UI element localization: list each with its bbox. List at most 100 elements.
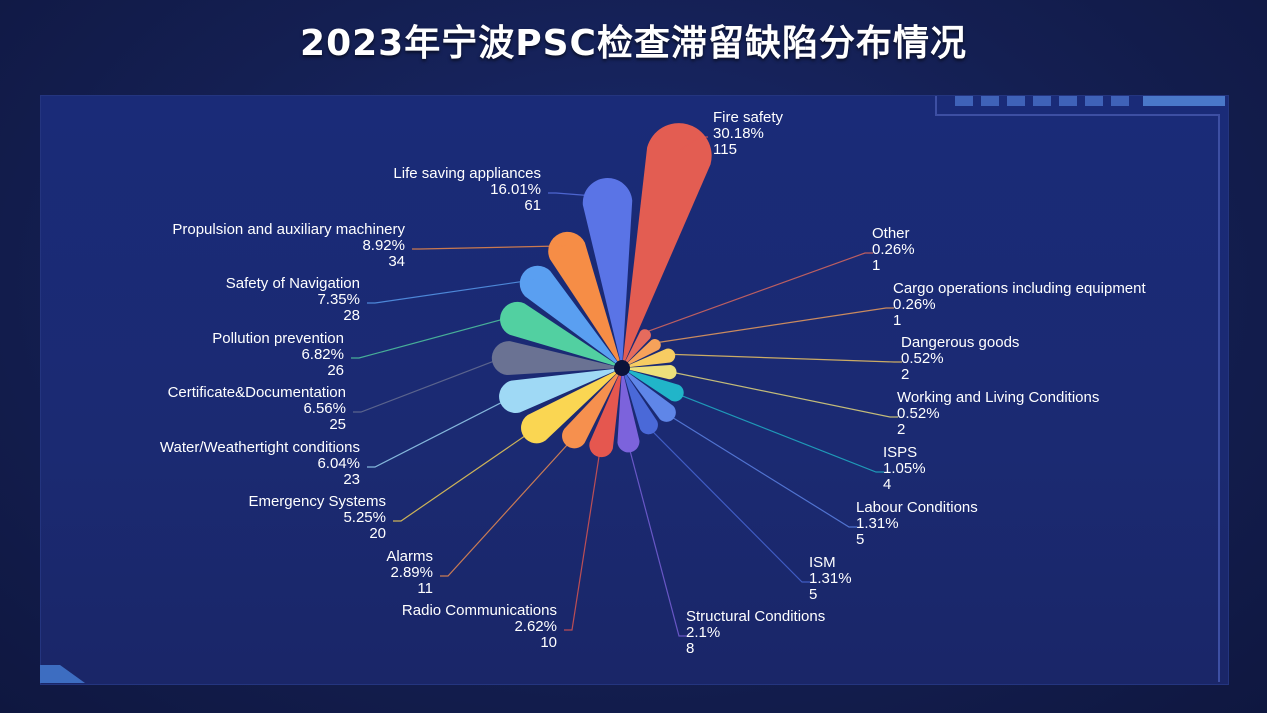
petal-cargo-operations-including-equipment[interactable] <box>622 339 661 368</box>
frame-decor <box>40 96 1225 683</box>
leader-line-alarms <box>440 439 573 577</box>
petal-water-weathertight-conditions[interactable] <box>499 368 622 414</box>
label-name: Labour Conditions <box>856 499 978 516</box>
label-value: 8 <box>686 640 694 657</box>
label-value: 28 <box>343 307 360 324</box>
label-percent: 1.31% <box>809 570 852 587</box>
label-ism: ISM 1.31% 5 <box>809 554 852 603</box>
label-safety-of-navigation: Safety of Navigation 7.35% 28 <box>226 275 360 324</box>
label-alarms: Alarms 2.89% 11 <box>386 548 433 597</box>
label-fire-safety: Fire safety 30.18% 115 <box>713 109 784 158</box>
leader-line-propulsion-and-auxiliary-machinery <box>412 245 566 250</box>
leader-line-pollution-prevention <box>351 316 513 359</box>
leader-line-ism <box>650 428 810 583</box>
label-value: 34 <box>388 253 405 270</box>
petal-certificate-documentation[interactable] <box>491 341 622 376</box>
label-percent: 6.82% <box>301 346 344 363</box>
petal-life-saving-appliances[interactable] <box>582 178 633 368</box>
label-name: Structural Conditions <box>686 608 825 625</box>
leader-line-safety-of-navigation <box>367 279 534 304</box>
petal-labour-conditions[interactable] <box>622 368 676 422</box>
label-labour-conditions: Labour Conditions 1.31% 5 <box>856 499 978 548</box>
petal-fire-safety[interactable] <box>622 123 712 368</box>
label-value: 10 <box>540 634 557 651</box>
label-name: Radio Communications <box>402 602 557 619</box>
petal-structural-conditions[interactable] <box>617 368 640 453</box>
petal-alarms[interactable] <box>562 368 622 449</box>
leader-line-dangerous-goods <box>672 353 902 363</box>
label-name: Pollution prevention <box>212 330 344 347</box>
label-value: 11 <box>417 580 433 597</box>
label-name: Certificate&Documentation <box>168 384 346 401</box>
label-percent: 16.01% <box>490 181 541 198</box>
label-value: 5 <box>856 531 864 548</box>
label-water-weathertight-conditions: Water/Weathertight conditions 6.04% 23 <box>160 439 360 488</box>
label-emergency-systems: Emergency Systems 5.25% 20 <box>248 493 386 542</box>
label-value: 115 <box>713 141 737 158</box>
label-propulsion-and-auxiliary-machinery: Propulsion and auxiliary machinery 8.92% 3… <box>172 221 405 270</box>
label-percent: 0.52% <box>897 405 940 422</box>
label-percent: 0.26% <box>893 296 936 313</box>
label-name: ISPS <box>883 444 917 461</box>
petal-ism[interactable] <box>622 368 658 435</box>
petal-emergency-systems[interactable] <box>521 368 622 444</box>
label-percent: 30.18% <box>713 125 764 142</box>
leader-line-working-and-living-conditions <box>674 372 898 418</box>
petal-radio-communications[interactable] <box>589 368 622 458</box>
label-value: 25 <box>329 416 346 433</box>
leader-line-fire-safety <box>680 136 708 151</box>
leader-line-structural-conditions <box>628 446 687 637</box>
label-name: ISM <box>809 554 836 571</box>
label-value: 26 <box>327 362 344 379</box>
label-isps: ISPS 1.05% 4 <box>883 444 926 493</box>
label-percent: 2.62% <box>514 618 557 635</box>
leader-line-emergency-systems <box>393 430 533 522</box>
leader-line-certificate-documentation <box>353 357 504 413</box>
label-name: Life saving appliances <box>393 165 541 182</box>
label-name: Alarms <box>386 548 433 565</box>
leader-line-water-weathertight-conditions <box>367 397 511 468</box>
label-name: Emergency Systems <box>248 493 386 510</box>
label-percent: 0.52% <box>901 350 944 367</box>
label-dangerous-goods: Dangerous goods 0.52% 2 <box>901 334 1019 383</box>
petal-safety-of-navigation[interactable] <box>519 265 622 368</box>
label-value: 4 <box>883 476 891 493</box>
label-working-and-living-conditions: Working and Living Conditions 0.52% 2 <box>897 389 1099 438</box>
label-value: 5 <box>809 586 817 603</box>
petal-other[interactable] <box>622 329 651 368</box>
label-value: 23 <box>343 471 360 488</box>
label-certificate-documentation: Certificate&Documentation 6.56% 25 <box>168 384 346 433</box>
label-cargo-operations-including-equipment: Cargo operations including equipment 0.26… <box>893 280 1146 329</box>
label-percent: 0.26% <box>872 241 915 258</box>
label-value: 2 <box>897 421 905 438</box>
label-name: Fire safety <box>713 109 784 126</box>
label-percent: 6.56% <box>303 400 346 417</box>
petal-pollution-prevention[interactable] <box>500 301 622 368</box>
petal-propulsion-and-auxiliary-machinery[interactable] <box>548 231 622 368</box>
label-name: Water/Weathertight conditions <box>160 439 360 456</box>
leader-line-isps <box>679 394 884 473</box>
petal-working-and-living-conditions[interactable] <box>622 365 677 380</box>
label-name: Dangerous goods <box>901 334 1019 351</box>
label-percent: 2.1% <box>686 624 720 641</box>
leader-line-life-saving-appliances <box>548 192 608 198</box>
label-value: 61 <box>524 197 541 214</box>
petal-isps[interactable] <box>622 368 684 402</box>
label-other: Other 0.26% 1 <box>872 225 915 274</box>
label-life-saving-appliances: Life saving appliances 16.01% 61 <box>393 165 541 214</box>
leader-line-radio-communications <box>564 450 601 631</box>
petal-dangerous-goods[interactable] <box>622 348 676 368</box>
chart-title: 2023年宁波PSC检查滞留缺陷分布情况 <box>300 23 967 64</box>
rose-center <box>614 360 630 376</box>
leader-line-cargo-operations-including-equipment <box>658 307 894 343</box>
label-pollution-prevention: Pollution prevention 6.82% 26 <box>212 330 344 379</box>
label-value: 1 <box>893 312 901 329</box>
label-name: Safety of Navigation <box>226 275 360 292</box>
label-name: Other <box>872 225 910 242</box>
label-percent: 8.92% <box>362 237 405 254</box>
label-percent: 6.04% <box>317 455 360 472</box>
label-structural-conditions: Structural Conditions 2.1% 8 <box>686 608 825 657</box>
label-name: Cargo operations including equipment <box>893 280 1146 297</box>
